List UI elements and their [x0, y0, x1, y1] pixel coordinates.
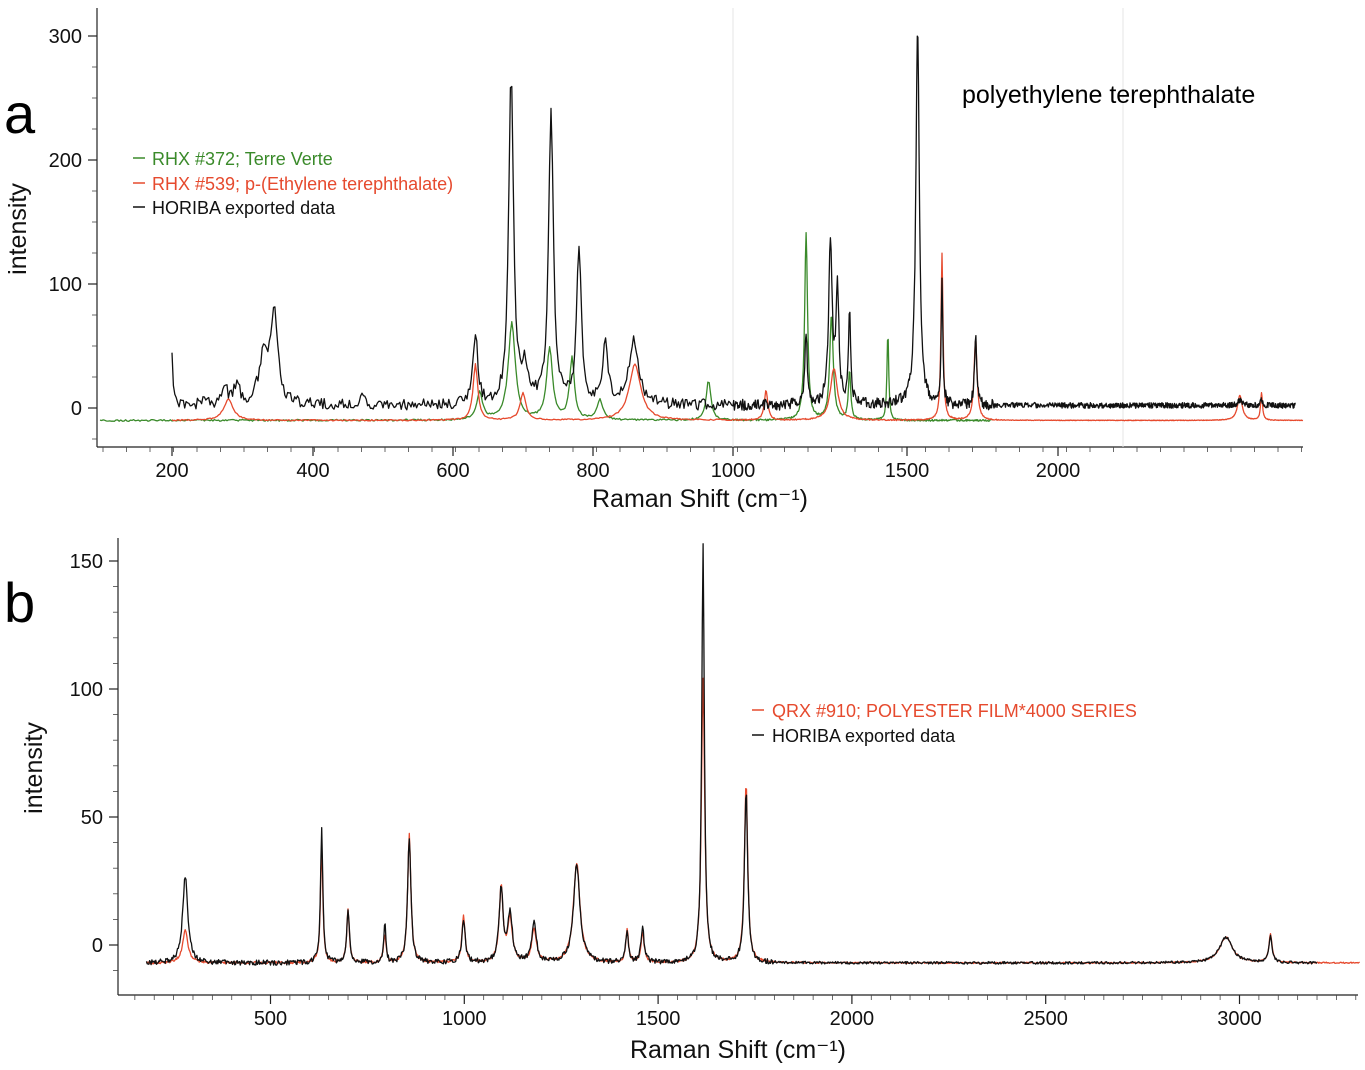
- chart-b: b 0 50 100 150 500 1000 1500 2000 2500 3000 inte…: [4, 538, 1360, 1064]
- legend: QRX #910; POLYESTER FILM*4000 SERIES HOR…: [752, 701, 1137, 746]
- legend-entry-horiba: HORIBA exported data: [152, 198, 336, 218]
- y-tick-label: 200: [49, 150, 82, 172]
- x-tick-label: 800: [576, 460, 609, 482]
- series-line-horiba-exported-data: [171, 35, 1296, 412]
- y-tick-label: 150: [70, 551, 103, 573]
- x-tick-label: 600: [436, 460, 469, 482]
- panel-label-b: b: [4, 571, 35, 634]
- y-tick-label: 100: [70, 679, 103, 701]
- x-tick-label: 1500: [885, 460, 930, 482]
- chart-a: a 0 100 200 300 200 400 600 800 1000 1500 2000 in…: [4, 8, 1304, 513]
- panel-label-a: a: [4, 82, 36, 145]
- x-tick-label: 1000: [442, 1008, 487, 1030]
- x-axis-label: Raman Shift (cm⁻¹): [630, 1036, 846, 1064]
- x-tick-label: 2000: [1036, 460, 1081, 482]
- series-line-qrx-910-polyester-film-4000-series: [146, 677, 1360, 965]
- legend-entry-pet: RHX #539; p-(Ethylene terephthalate): [152, 174, 453, 194]
- x-tick-label: 2500: [1023, 1008, 1068, 1030]
- legend-entry-horiba: HORIBA exported data: [772, 726, 956, 746]
- annotation: polyethylene terephthalate: [962, 81, 1255, 109]
- y-tick-label: 0: [92, 935, 103, 957]
- y-axis-label: intensity: [4, 183, 32, 275]
- series-line-horiba-exported-data: [145, 543, 1318, 966]
- legend: RHX #372; Terre Verte RHX #539; p-(Ethyl…: [133, 149, 453, 218]
- y-tick-label: 100: [49, 274, 82, 296]
- y-tick-label: 50: [81, 807, 103, 829]
- x-axis-label: Raman Shift (cm⁻¹): [592, 485, 808, 513]
- y-axis-label: intensity: [20, 722, 48, 814]
- series-line-rhx-539-p-ethylene-terephthalate: [171, 252, 1304, 422]
- x-tick-label: 2000: [830, 1008, 875, 1030]
- x-tick-label: 200: [155, 460, 188, 482]
- legend-entry-polyester: QRX #910; POLYESTER FILM*4000 SERIES: [772, 701, 1137, 721]
- y-tick-label: 0: [71, 398, 82, 420]
- x-tick-label: 1000: [711, 460, 756, 482]
- x-tick-label: 3000: [1217, 1008, 1262, 1030]
- legend-entry-terre-verte: RHX #372; Terre Verte: [152, 149, 333, 169]
- x-tick-label: 1500: [636, 1008, 681, 1030]
- x-tick-label: 500: [254, 1008, 287, 1030]
- x-tick-label: 400: [296, 460, 329, 482]
- y-tick-label: 300: [49, 26, 82, 48]
